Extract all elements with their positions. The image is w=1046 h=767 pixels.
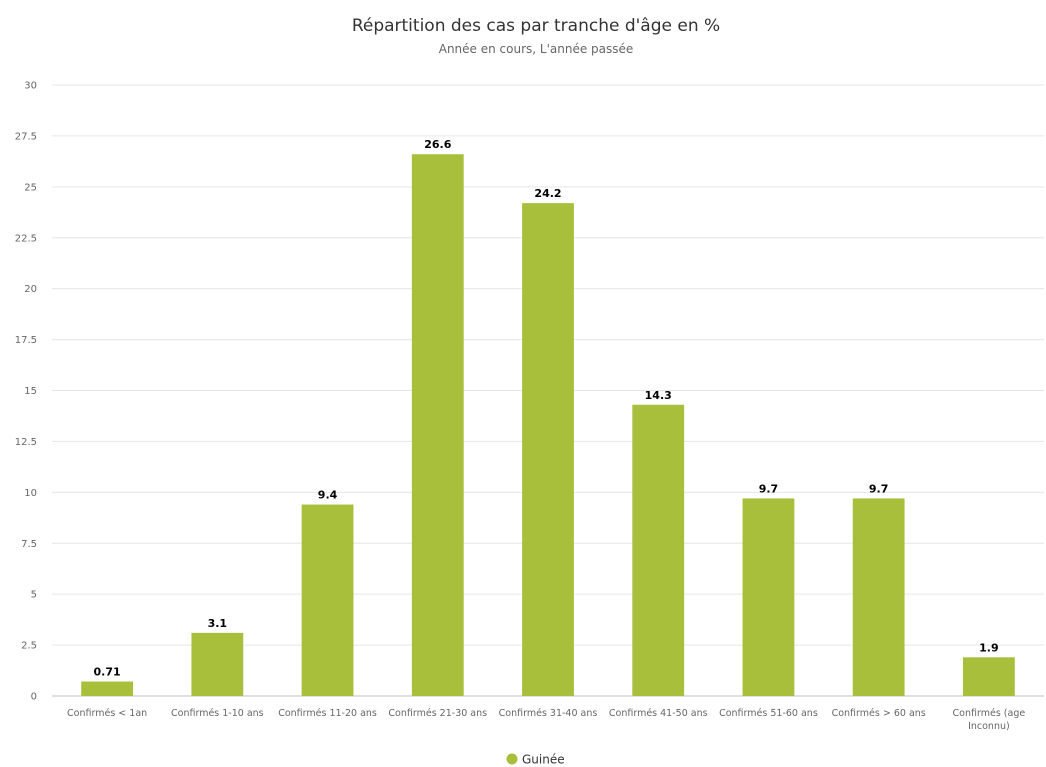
data-label: 1.9 [979,641,999,654]
chart-title: Répartition des cas par tranche d'âge en… [352,16,720,36]
y-tick-label: 5 [31,590,37,601]
legend[interactable]: Guinée [506,753,565,767]
x-tick-label: Confirmés 51-60 ans [719,708,818,719]
bar[interactable] [191,632,244,696]
bars [81,154,1015,697]
bar[interactable] [411,154,464,696]
y-tick-label: 30 [24,81,37,92]
data-labels: 0.71 3.1 9.4 26.6 24.2 14.3 9.7 9.7 1.9 [94,138,999,678]
y-tick-label: 27.5 [15,131,37,142]
data-label: 9.4 [318,489,338,502]
x-tick-label: Confirmés > 60 ans [832,708,926,719]
x-tick-label: Confirmés 21-30 ans [388,708,487,719]
x-tick-label: Confirmés (age Inconnu) [953,708,1026,732]
data-label: 0.71 [94,666,121,679]
y-tick-label: 2.5 [21,641,37,652]
data-label: 24.2 [534,187,561,200]
bar[interactable] [301,504,354,696]
chart-subtitle: Année en cours, L'année passée [439,42,634,56]
y-tick-label: 17.5 [15,335,37,346]
data-label: 26.6 [424,138,451,151]
bar[interactable] [522,203,574,697]
legend-label[interactable]: Guinée [522,753,565,767]
bar[interactable] [81,681,134,696]
legend-marker[interactable] [506,753,518,765]
data-label: 9.7 [759,482,779,495]
data-label: 14.3 [645,389,672,402]
y-tick-label: 25 [24,182,37,193]
bar[interactable] [852,498,905,696]
x-axis: Confirmés < 1an Confirmés 1-10 ans Confirm… [67,708,1025,732]
x-tick-label: Confirmés 31-40 ans [499,708,598,719]
x-tick-label: Confirmés 41-50 ans [609,708,708,719]
y-tick-label: 15 [24,386,37,397]
x-tick-label: Confirmés 11-20 ans [278,708,377,719]
bar[interactable] [742,498,795,696]
bar[interactable] [962,657,1015,696]
y-tick-label: 12.5 [15,437,37,448]
y-tick-label: 20 [24,284,37,295]
y-tick-label: 7.5 [21,539,37,550]
x-tick-label: Confirmés < 1an [67,708,147,719]
x-tick-label: Confirmés 1-10 ans [171,708,264,719]
y-axis: 0 2.5 5 7.5 10 12.5 15 17.5 20 22.5 25 27.5 30 [15,81,37,703]
data-label: 3.1 [208,617,228,630]
y-tick-label: 0 [31,692,37,703]
y-tick-label: 22.5 [15,233,37,244]
bar[interactable] [632,404,685,696]
y-tick-label: 10 [24,488,37,499]
data-label: 9.7 [869,482,889,495]
